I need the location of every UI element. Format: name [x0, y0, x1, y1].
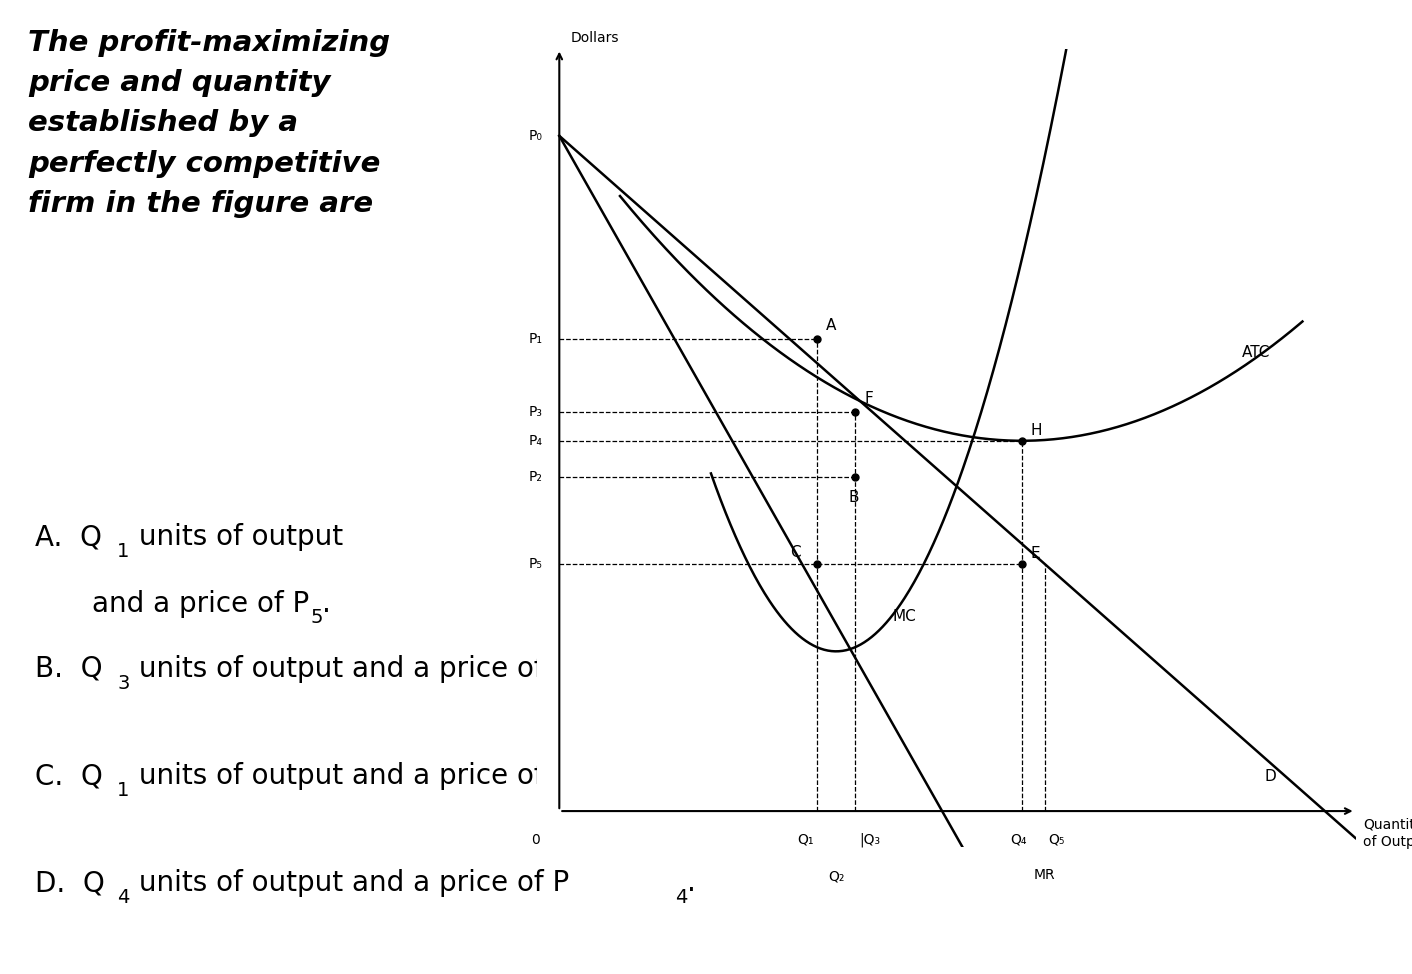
Text: 1: 1 [675, 781, 688, 800]
Text: Q₁: Q₁ [798, 833, 813, 846]
Text: C.  Q: C. Q [35, 762, 103, 790]
Text: 0: 0 [531, 833, 541, 846]
Text: B.  Q: B. Q [35, 655, 103, 683]
Text: A: A [826, 318, 836, 333]
Text: MR: MR [1034, 868, 1055, 881]
Text: P₅: P₅ [528, 557, 542, 571]
Text: P₁: P₁ [528, 332, 542, 346]
Text: Q₅: Q₅ [1048, 833, 1065, 846]
Text: P₃: P₃ [528, 405, 542, 419]
Text: Q₂: Q₂ [827, 869, 844, 883]
Text: units of output and a price of P: units of output and a price of P [130, 762, 569, 790]
Text: A.  Q: A. Q [35, 523, 102, 551]
Text: 4: 4 [675, 888, 688, 907]
Text: C: C [791, 544, 801, 560]
Text: units of output and a price of P: units of output and a price of P [130, 655, 569, 683]
Text: P₄: P₄ [528, 433, 542, 448]
Text: P₀: P₀ [528, 129, 542, 143]
Text: 4: 4 [117, 888, 130, 907]
Text: 3: 3 [117, 674, 130, 693]
Text: .: . [322, 589, 330, 618]
Text: .: . [686, 869, 696, 897]
Text: 3: 3 [675, 674, 688, 693]
Text: P₂: P₂ [528, 470, 542, 484]
Text: D: D [1265, 768, 1276, 784]
Text: units of output and a price of P: units of output and a price of P [130, 869, 569, 897]
Text: H: H [1031, 423, 1042, 438]
Text: ATC: ATC [1241, 345, 1271, 360]
Text: MC: MC [892, 609, 916, 623]
Text: D.  Q: D. Q [35, 869, 104, 897]
Text: .: . [686, 762, 696, 790]
Text: |Q₃: |Q₃ [858, 833, 880, 847]
Text: The profit-maximizing
price and quantity
established by a
perfectly competitive
: The profit-maximizing price and quantity… [28, 29, 390, 217]
Text: and a price of P: and a price of P [92, 589, 309, 618]
Text: units of output: units of output [130, 523, 343, 551]
Text: 5: 5 [311, 609, 323, 627]
Text: 1: 1 [117, 543, 130, 561]
Text: B: B [849, 491, 860, 506]
Text: .: . [686, 655, 696, 683]
Text: Q₄: Q₄ [1010, 833, 1027, 846]
Text: F: F [864, 391, 873, 406]
Text: Dollars: Dollars [570, 31, 620, 45]
Text: E: E [1031, 546, 1041, 561]
Text: Quantity
of Output: Quantity of Output [1363, 818, 1412, 848]
Text: 1: 1 [117, 781, 130, 800]
